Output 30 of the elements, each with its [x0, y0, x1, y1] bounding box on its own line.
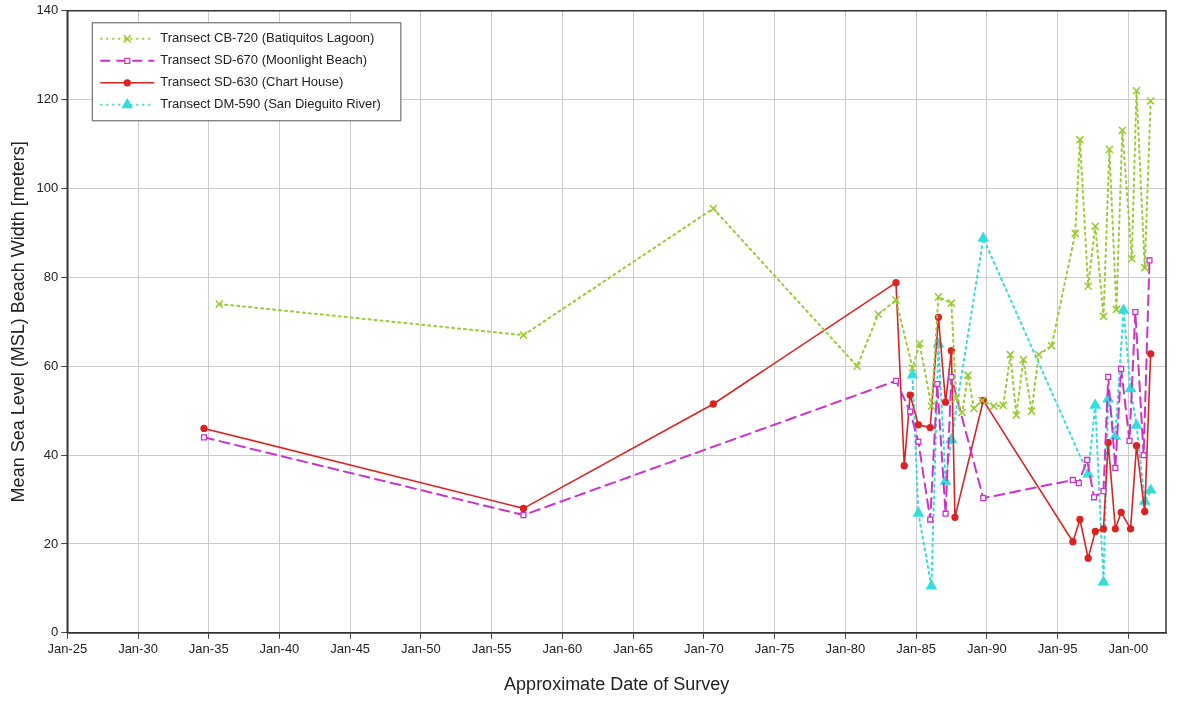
y-axis-title: Mean Sea Level (MSL) Beach Width [meters]: [7, 141, 28, 503]
x-tick-label: Jan-75: [754, 641, 795, 657]
x-tick-label: Jan-50: [401, 641, 441, 657]
x-axis-title: Approximate Date of Survey: [504, 674, 730, 695]
y-tick-label: 0: [51, 624, 59, 640]
y-tick-label: 140: [36, 2, 59, 18]
x-tick-label: Jan-65: [613, 641, 654, 657]
x-tick-label: Jan-40: [259, 641, 300, 657]
x-tick-label: Jan-25: [47, 641, 88, 657]
x-tick-label: Jan-90: [966, 641, 1007, 657]
y-tick-label: 100: [36, 180, 59, 196]
y-tick-label: 20: [43, 535, 59, 551]
x-tick-label: Jan-00: [1108, 641, 1149, 657]
x-tick-label: Jan-70: [684, 641, 724, 657]
x-tick-label: Jan-60: [542, 641, 583, 657]
legend-label: Transect SD-670 (Moonlight Beach): [160, 52, 368, 68]
x-tick-label: Jan-55: [471, 641, 512, 657]
y-tick-label: 40: [43, 446, 59, 462]
x-tick-label: Jan-35: [188, 641, 229, 657]
y-tick-label: 80: [43, 268, 59, 284]
x-tick-label: Jan-45: [330, 641, 371, 657]
x-tick-label: Jan-80: [825, 641, 866, 657]
legend-label: Transect CB-720 (Batiquitos Lagoon): [160, 30, 375, 46]
legend-label: Transect DM-590 (San Dieguito River): [160, 96, 381, 112]
y-tick-label: 60: [43, 357, 59, 373]
y-tick-label: 120: [36, 91, 59, 107]
x-tick-label: Jan-85: [896, 641, 936, 657]
x-tick-label: Jan-30: [118, 641, 158, 657]
legend-label: Transect SD-630 (Chart House): [160, 74, 344, 90]
x-tick-label: Jan-95: [1037, 641, 1078, 657]
